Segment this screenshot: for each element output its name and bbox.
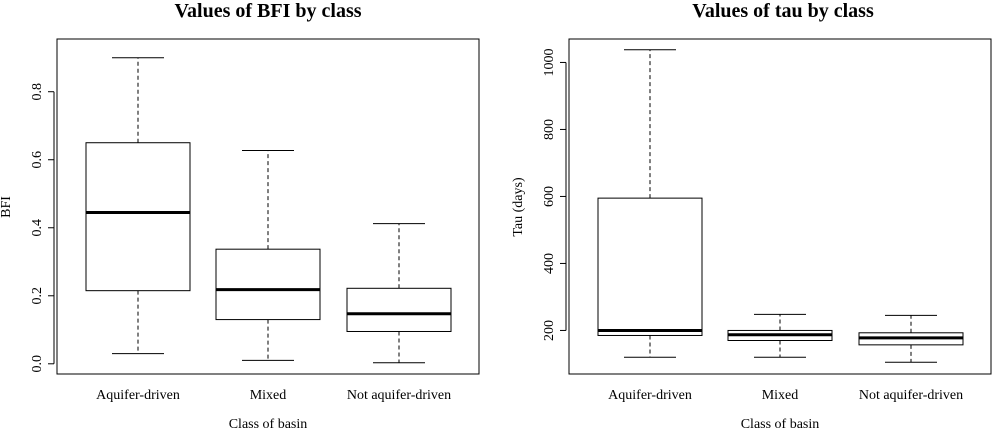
y-tick-label: 0.8 xyxy=(30,83,45,101)
tau-boxplot-panel: Values of tau by class 200 400 600 800 1000 Ta… xyxy=(511,0,992,429)
y-tick-label: 1000 xyxy=(542,48,557,76)
y-tick-label: 600 xyxy=(542,186,557,207)
box-1 xyxy=(85,57,191,355)
iqr-box xyxy=(346,287,452,332)
x-axis-label: Class of basin xyxy=(741,417,820,429)
x-category-label: Mixed xyxy=(762,388,799,403)
iqr-box xyxy=(215,248,321,321)
y-tick-label: 0.2 xyxy=(30,287,45,305)
bfi-boxplot-panel: Values of BFI by class 0.0 0.2 0.4 0.6 0.8 BFI… xyxy=(0,0,480,429)
y-tick-label: 0.0 xyxy=(30,355,45,373)
y-axis-label: BFI xyxy=(0,196,14,218)
iqr-box xyxy=(597,197,703,336)
x-axis-label: Class of basin xyxy=(229,417,308,429)
x-category-label: Mixed xyxy=(250,388,287,403)
plot-frame xyxy=(568,38,992,375)
y-tick-label: 800 xyxy=(542,119,557,140)
y-axis-label: Tau (days) xyxy=(511,177,526,237)
y-tick-label: 200 xyxy=(542,320,557,341)
y-tick-label: 0.4 xyxy=(30,219,45,237)
x-category-label: Aquifer-driven xyxy=(96,388,180,403)
x-category-label: Not aquifer-driven xyxy=(347,388,451,403)
x-category-label: Not aquifer-driven xyxy=(859,388,963,403)
chart-title: Values of tau by class xyxy=(692,0,874,22)
x-category-label: Aquifer-driven xyxy=(608,388,692,403)
box-2 xyxy=(215,150,321,361)
box-2 xyxy=(727,313,833,358)
box-1 xyxy=(597,49,703,358)
box-3 xyxy=(346,223,452,364)
plot-frame xyxy=(56,38,480,375)
y-tick-label: 0.6 xyxy=(30,151,45,169)
iqr-box xyxy=(85,142,191,292)
y-tick-label: 400 xyxy=(542,253,557,274)
box-3 xyxy=(858,314,964,363)
chart-title: Values of BFI by class xyxy=(174,0,361,22)
